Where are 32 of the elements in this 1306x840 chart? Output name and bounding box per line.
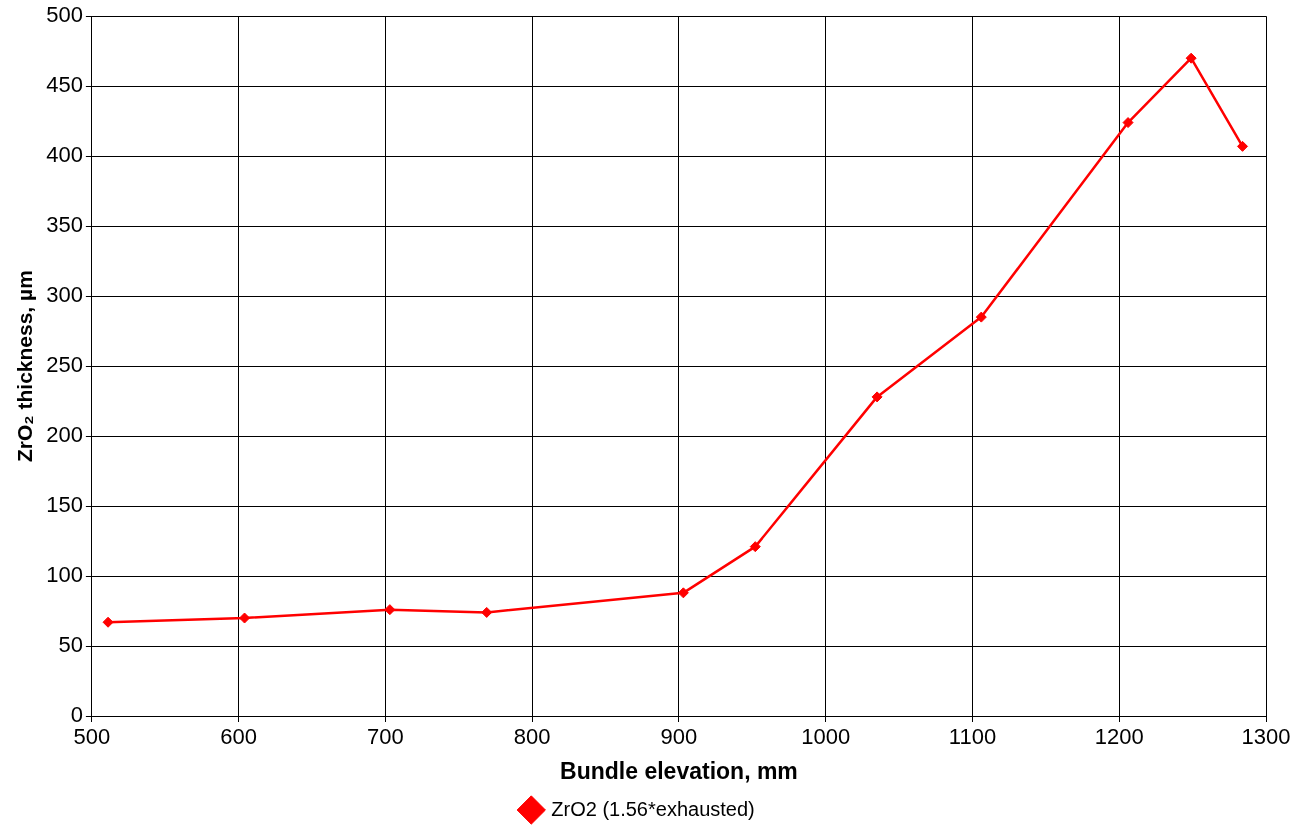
point [1122,117,1134,129]
x-tick-label: 600 [220,724,258,750]
point [384,604,396,616]
x-tick-label: 1100 [948,724,997,750]
y-tick-label: 400 [46,142,83,168]
y-tick-label: 500 [46,2,83,28]
point [1237,140,1249,152]
y-tick-label: 250 [46,352,83,378]
y-axis-title: ZrO₂ thickness, µm [13,270,37,463]
point [749,541,761,553]
point [239,612,251,624]
x-axis-title: Bundle elevation, mm [560,757,798,784]
y-tick-label: 100 [46,562,83,588]
x-tick-label: 1200 [1094,724,1144,750]
legend-label: ZrO2 (1.56*exhausted) [551,797,755,820]
y-tick-label: 300 [46,282,83,308]
point [102,616,114,628]
x-tick-label: 700 [367,724,404,750]
y-tick-label: 200 [46,422,83,448]
x-tick-label: 900 [660,724,698,750]
y-tick-label: 450 [46,72,83,98]
y-tick-label: 50 [58,632,83,658]
point [481,606,493,618]
y-tick-label: 350 [46,212,83,238]
point [1185,52,1197,64]
point [975,311,987,323]
x-tick-label: 800 [513,724,551,750]
y-tick-label: 150 [46,492,83,518]
x-tick-label: 1300 [1241,724,1291,750]
point [871,391,883,403]
y-tick-label: 0 [70,702,83,728]
x-tick-label: 1000 [801,724,851,750]
